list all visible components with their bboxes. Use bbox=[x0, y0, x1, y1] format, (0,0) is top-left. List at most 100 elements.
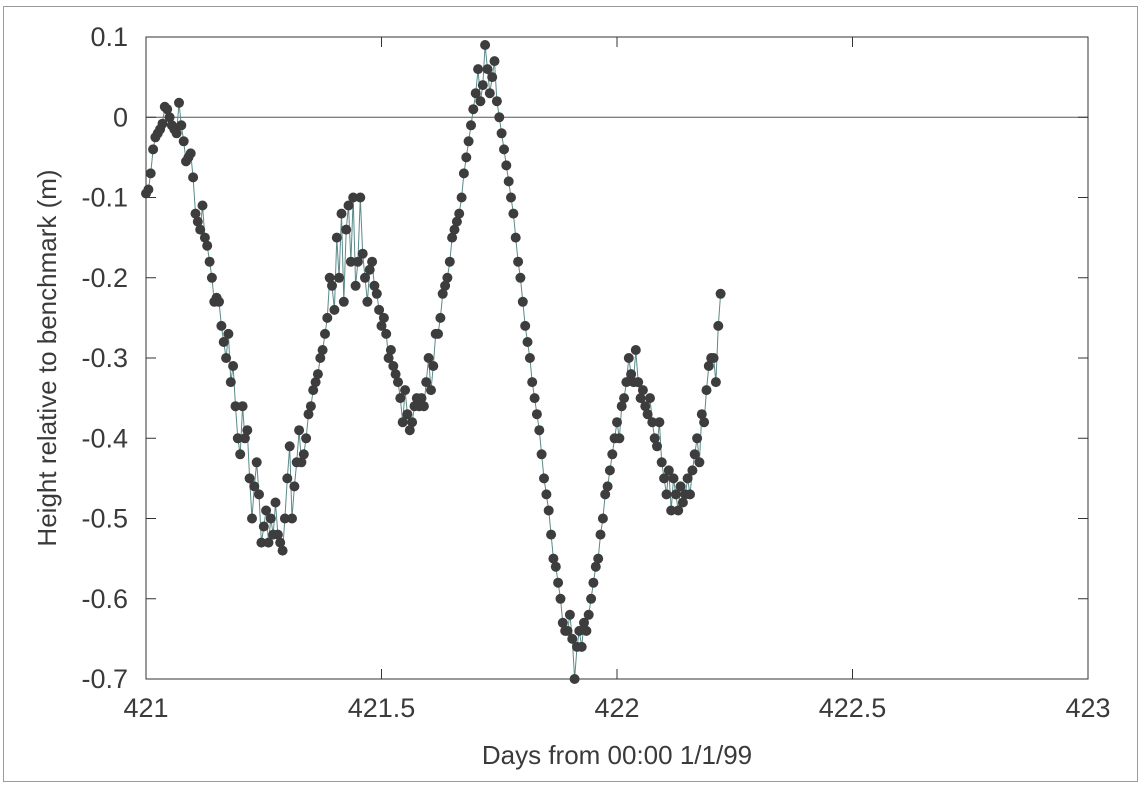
data-point bbox=[148, 144, 159, 155]
data-point bbox=[503, 176, 514, 187]
data-point bbox=[402, 409, 413, 420]
data-point bbox=[470, 88, 481, 99]
y-tick-label: -0.6 bbox=[81, 584, 128, 614]
data-point bbox=[482, 64, 493, 75]
data-point bbox=[541, 489, 552, 500]
data-point bbox=[458, 168, 469, 179]
data-point bbox=[553, 577, 564, 588]
data-point bbox=[543, 505, 554, 516]
data-point bbox=[463, 136, 474, 147]
data-points bbox=[141, 40, 726, 684]
data-point bbox=[284, 441, 295, 452]
data-point bbox=[668, 473, 679, 484]
data-point bbox=[454, 208, 465, 219]
data-point bbox=[263, 537, 274, 548]
data-point bbox=[433, 328, 443, 339]
data-point bbox=[390, 369, 401, 380]
x-tick-label: 421 bbox=[123, 693, 168, 723]
data-point bbox=[301, 433, 312, 444]
data-point bbox=[190, 208, 201, 219]
data-point bbox=[214, 296, 224, 307]
data-point bbox=[324, 272, 335, 283]
data-point bbox=[499, 144, 509, 155]
data-point bbox=[362, 296, 373, 307]
data-point bbox=[385, 345, 396, 355]
data-point bbox=[261, 505, 272, 516]
data-point bbox=[510, 232, 521, 243]
data-point bbox=[164, 112, 175, 123]
data-point bbox=[395, 393, 406, 404]
data-point bbox=[216, 320, 227, 331]
data-point bbox=[567, 633, 578, 644]
data-point bbox=[237, 401, 248, 412]
data-point bbox=[595, 529, 606, 540]
data-point bbox=[473, 64, 484, 75]
data-point bbox=[642, 409, 653, 420]
data-point bbox=[303, 409, 314, 420]
data-point bbox=[423, 353, 434, 363]
data-point bbox=[466, 120, 476, 131]
data-point bbox=[334, 272, 345, 283]
data-point bbox=[696, 409, 707, 420]
y-tick-label: -0.2 bbox=[81, 263, 128, 293]
data-point bbox=[661, 489, 672, 500]
data-point bbox=[442, 272, 453, 283]
data-point bbox=[397, 417, 408, 428]
data-point bbox=[708, 353, 719, 363]
data-point bbox=[447, 232, 458, 243]
data-point bbox=[645, 393, 655, 404]
data-point bbox=[341, 224, 352, 235]
data-point bbox=[652, 441, 662, 452]
data-point bbox=[487, 72, 498, 83]
data-point bbox=[576, 641, 587, 652]
data-point bbox=[195, 224, 206, 235]
plot-border bbox=[145, 36, 1089, 680]
data-point bbox=[171, 128, 182, 139]
data-point bbox=[673, 505, 684, 516]
x-tick-label: 421.5 bbox=[348, 693, 416, 723]
data-point bbox=[393, 377, 403, 388]
data-point bbox=[418, 401, 429, 412]
data-point bbox=[715, 288, 726, 299]
data-point bbox=[388, 361, 399, 371]
data-point bbox=[251, 457, 262, 468]
data-point bbox=[529, 393, 540, 404]
data-point bbox=[579, 617, 589, 628]
data-point bbox=[228, 361, 239, 371]
data-point bbox=[461, 152, 472, 163]
data-point bbox=[550, 561, 561, 572]
data-point bbox=[524, 353, 535, 363]
data-point bbox=[317, 345, 328, 355]
data-point bbox=[557, 617, 568, 628]
data-point bbox=[296, 457, 307, 468]
data-point bbox=[484, 88, 495, 99]
data-point bbox=[531, 409, 542, 420]
data-point bbox=[689, 449, 700, 460]
data-point bbox=[517, 296, 528, 307]
plot-area bbox=[145, 36, 1089, 680]
data-point bbox=[496, 128, 507, 139]
data-point bbox=[602, 481, 613, 492]
data-point bbox=[682, 473, 693, 484]
data-point bbox=[345, 256, 356, 267]
data-point bbox=[701, 385, 712, 396]
data-point bbox=[581, 625, 592, 636]
x-tick-label: 422 bbox=[594, 693, 639, 723]
data-point bbox=[536, 449, 547, 460]
data-point bbox=[305, 401, 316, 412]
data-point bbox=[710, 377, 721, 388]
data-point bbox=[230, 401, 241, 412]
data-point bbox=[548, 553, 559, 564]
data-point bbox=[338, 296, 349, 307]
data-point bbox=[282, 473, 293, 484]
data-point bbox=[616, 401, 627, 412]
data-point bbox=[223, 328, 234, 339]
data-point bbox=[654, 417, 665, 428]
data-point bbox=[539, 473, 549, 484]
data-point bbox=[491, 96, 502, 107]
data-point bbox=[315, 353, 326, 363]
data-point bbox=[270, 497, 281, 508]
data-point bbox=[666, 505, 677, 516]
data-point bbox=[703, 361, 714, 371]
data-point bbox=[494, 112, 505, 123]
